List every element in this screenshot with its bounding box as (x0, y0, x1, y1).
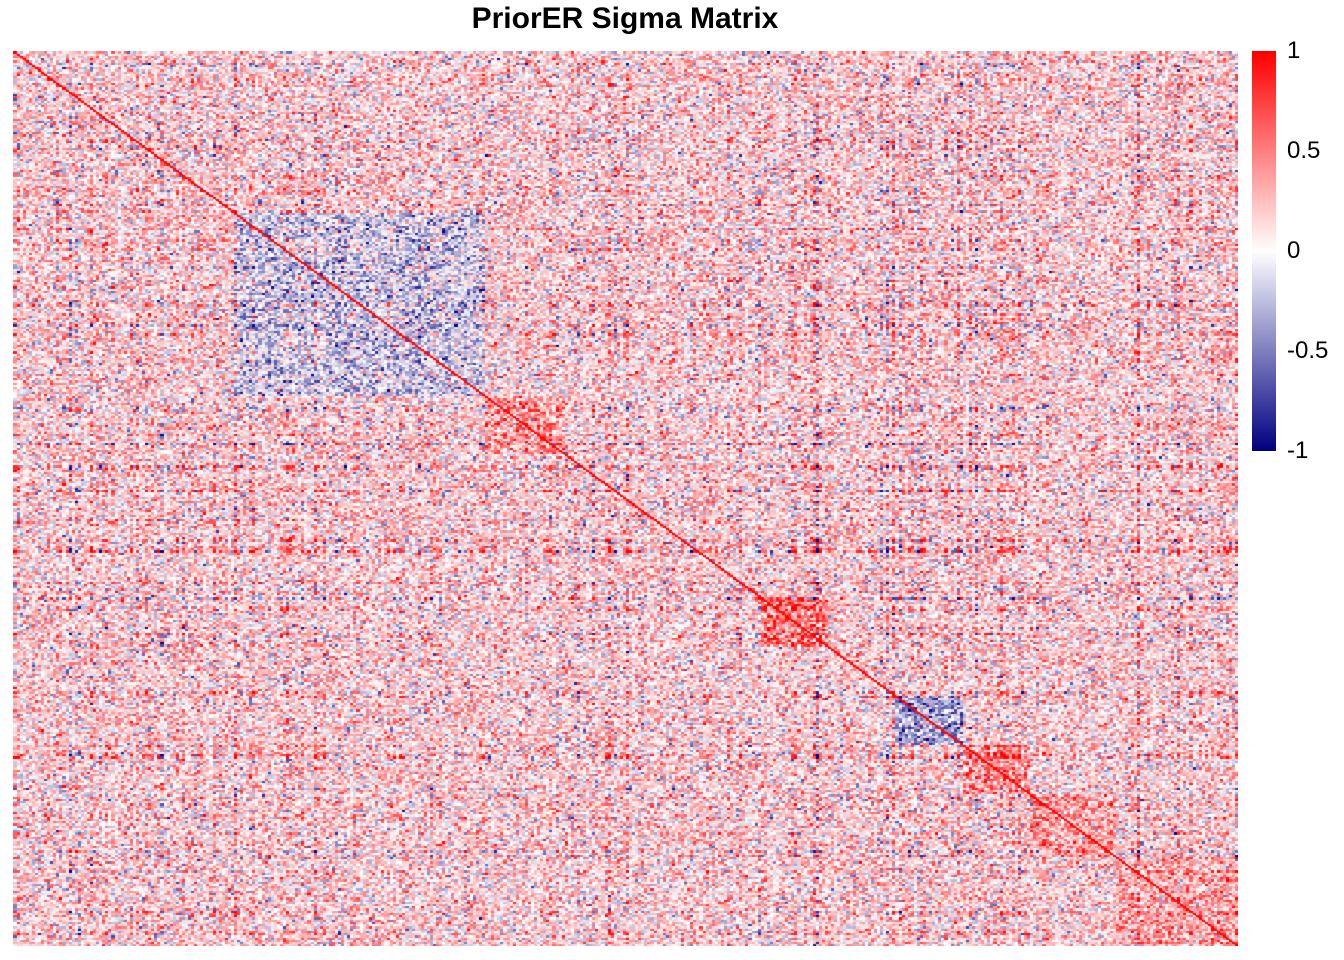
legend-tick-label: 1 (1287, 37, 1301, 64)
legend-tick-label: 0.5 (1287, 137, 1321, 164)
heatmap-grid (13, 51, 1238, 946)
legend-tick-label: -1 (1287, 437, 1309, 464)
chart-title: PriorER Sigma Matrix (471, 2, 779, 35)
legend-tick-label: 0 (1287, 237, 1301, 264)
legend-tick-label: -0.5 (1287, 337, 1329, 364)
color-scale-legend (1252, 51, 1276, 451)
